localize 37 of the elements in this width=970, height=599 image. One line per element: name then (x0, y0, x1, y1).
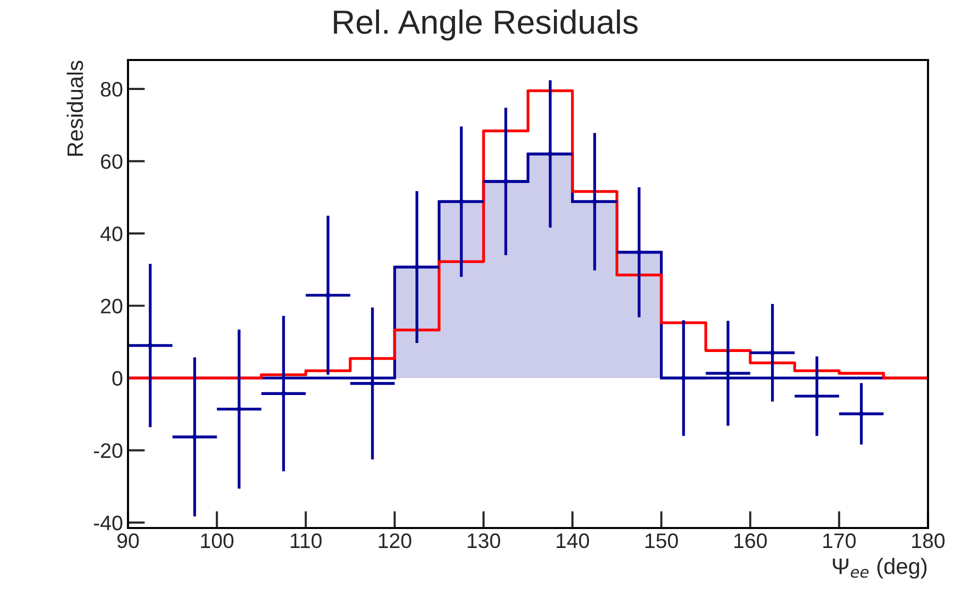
point (814, 394, 820, 398)
point (236, 406, 242, 412)
y-axis-title: Residuals (66, 60, 84, 156)
y-tick-label: 40 (100, 226, 122, 242)
x-tick-label: 130 (468, 533, 500, 548)
point (726, 370, 730, 376)
y-tick-label: 60 (101, 154, 122, 169)
point (370, 381, 375, 386)
x-tick-label: 170 (823, 533, 856, 548)
y-tick-label: 80 (100, 82, 122, 97)
y-tick-label: -40 (94, 516, 122, 530)
y-tick-label: -20 (94, 443, 122, 458)
x-tick-label: 120 (378, 533, 412, 548)
x-axis-title: Ψ$_{ee}$ (deg) (832, 558, 927, 579)
point (148, 343, 153, 348)
x-tick-label: 140 (556, 533, 590, 548)
x-tick-label: 160 (734, 533, 767, 548)
y-tick-label: 20 (101, 298, 122, 314)
point (458, 199, 464, 204)
point (770, 350, 775, 356)
y-tick-label: 0 (112, 371, 122, 386)
point (858, 411, 864, 416)
point (636, 250, 642, 255)
chart-title: Rel. Angle Residuals (334, 9, 638, 41)
point (503, 179, 508, 184)
point (681, 376, 686, 380)
point (281, 391, 286, 396)
x-tick-label: 180 (912, 533, 945, 548)
x-tick-label: 150 (646, 533, 678, 548)
point (592, 199, 598, 204)
point (192, 434, 198, 440)
x-tick-label: 110 (290, 533, 322, 548)
x-tick-label: 90 (117, 533, 139, 548)
x-tick-label: 100 (201, 533, 234, 548)
point (414, 264, 420, 270)
point (548, 152, 553, 156)
point (326, 292, 330, 298)
